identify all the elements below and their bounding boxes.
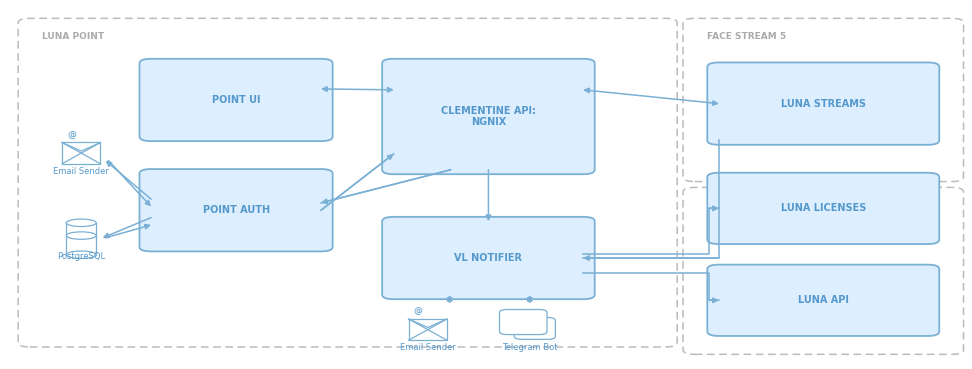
FancyBboxPatch shape [408,319,447,340]
FancyBboxPatch shape [708,62,939,145]
Text: CLEMENTINE API:
NGNIX: CLEMENTINE API: NGNIX [441,106,536,127]
FancyBboxPatch shape [382,217,595,299]
Text: Email Sender: Email Sender [53,167,109,176]
Text: Email Sender: Email Sender [399,344,456,352]
Ellipse shape [66,251,96,258]
FancyBboxPatch shape [683,18,963,182]
FancyBboxPatch shape [140,59,332,141]
Text: PostgreSQL: PostgreSQL [57,252,105,261]
FancyBboxPatch shape [708,265,939,336]
FancyBboxPatch shape [514,317,555,339]
Text: @: @ [414,307,423,316]
FancyBboxPatch shape [708,173,939,244]
Text: LUNA API: LUNA API [798,295,849,305]
Text: LUNA LICENSES: LUNA LICENSES [781,203,866,213]
FancyBboxPatch shape [66,223,96,255]
FancyBboxPatch shape [140,169,332,251]
Text: LUNA STREAMS: LUNA STREAMS [781,99,866,108]
Text: POINT AUTH: POINT AUTH [202,205,269,215]
Text: @: @ [67,131,76,140]
Text: Telegram Bot: Telegram Bot [502,344,557,352]
FancyBboxPatch shape [500,310,547,335]
Text: VL NOTIFIER: VL NOTIFIER [455,253,522,263]
Text: LUNA POINT: LUNA POINT [43,32,105,41]
FancyBboxPatch shape [62,142,100,164]
Text: LUNA PLATFORM 5: LUNA PLATFORM 5 [708,201,802,210]
FancyBboxPatch shape [18,18,677,347]
Text: FACE STREAM 5: FACE STREAM 5 [708,32,786,41]
FancyBboxPatch shape [382,59,595,174]
FancyBboxPatch shape [683,187,963,354]
Ellipse shape [66,219,96,227]
Text: POINT UI: POINT UI [212,95,260,105]
